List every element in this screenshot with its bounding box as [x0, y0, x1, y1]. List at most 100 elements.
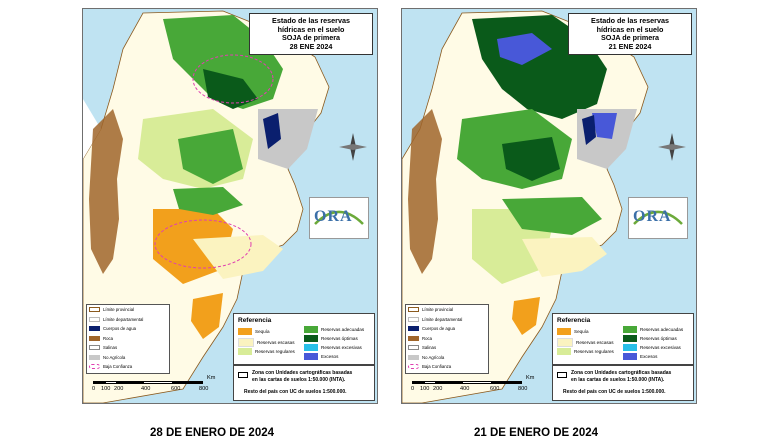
caption-left: 28 DE ENERO DE 2024: [150, 427, 275, 439]
reference-item: Reservas adecuadas: [623, 326, 683, 333]
logo-text: ORA: [314, 208, 353, 225]
reference-swatch: [557, 328, 571, 335]
legend-swatch: [408, 316, 419, 322]
reference-swatch: [557, 348, 571, 355]
south-scarce-region: [193, 235, 283, 279]
map-legend-boundaries: Límite provincial Límite departamental C…: [86, 304, 170, 374]
reference-legend: Referencia Sequía Reservas escasas Reser…: [552, 313, 694, 365]
reference-item: Reservas óptimas: [623, 335, 677, 342]
brown-roca-region: [408, 109, 442, 274]
north-dark-region: [203, 69, 258, 109]
reference-legend: Referencia Sequía Reservas escasas Reser…: [233, 313, 375, 365]
reference-swatch: [557, 338, 573, 347]
reference-item: Reservas escasas: [238, 338, 295, 347]
reference-swatch: [304, 353, 318, 360]
legend-item: Baja Confianza: [87, 362, 169, 372]
ora-logo: ORA: [309, 197, 369, 239]
legend-swatch: [89, 326, 100, 332]
caption-right: 21 DE ENERO DE 2024: [474, 427, 599, 439]
uc-swatch: [557, 372, 567, 378]
legend-item: No Agrícola: [406, 353, 488, 363]
nea-excess-region: [592, 113, 617, 139]
legend-item: Roca: [87, 334, 169, 344]
water-body: [582, 115, 596, 145]
legend-swatch: [408, 326, 419, 332]
patagonia-sequia-region: [512, 297, 540, 335]
legend-item: No Agrícola: [87, 353, 169, 363]
chile-region-shape: [83, 99, 101, 159]
legend-swatch: [89, 354, 100, 360]
uc-note: Zona con Unidades cartográficas basadas …: [233, 365, 375, 401]
legend-swatch: [89, 345, 100, 351]
center-green-region: [178, 129, 243, 184]
reference-item: Sequía: [557, 328, 589, 335]
reference-item: Excesos: [304, 353, 338, 360]
compass-icon: [658, 133, 686, 161]
uc-note: Zona con Unidades cartográficas basadas …: [552, 365, 694, 401]
south-scarce-region: [522, 237, 607, 277]
legend-item: Salinas: [406, 343, 488, 353]
legend-swatch: [408, 354, 419, 360]
legend-swatch: [408, 307, 419, 313]
map-legend-boundaries: Límite provincial Límite departamental C…: [405, 304, 489, 374]
reference-swatch: [623, 326, 637, 333]
legend-item: Salinas: [87, 343, 169, 353]
baja-confianza-north: [192, 54, 274, 104]
reference-item: Reservas óptimas: [304, 335, 358, 342]
legend-item: Cuerpos de agua: [406, 324, 488, 334]
legend-swatch: [408, 364, 419, 370]
reference-item: Reservas regulares: [238, 348, 295, 355]
legend-item: Límite departamental: [87, 315, 169, 325]
reference-item: Reservas regulares: [557, 348, 614, 355]
legend-swatch: [89, 307, 100, 313]
reference-title: Referencia: [238, 317, 272, 324]
ora-logo: ORA: [628, 197, 688, 239]
water-body: [263, 113, 281, 149]
north-excess-region: [497, 33, 552, 65]
reference-item: Sequía: [238, 328, 270, 335]
logo-text: ORA: [633, 208, 672, 225]
map-title: Estado de las reservas hídricas en el su…: [249, 13, 373, 56]
scale-bar: 0 100 200 400 600 800 Km: [411, 375, 535, 392]
legend-item: Baja Confianza: [406, 362, 488, 372]
reference-item: Reservas adecuadas: [304, 326, 364, 333]
compass-icon: [339, 133, 367, 161]
legend-item: Límite departamental: [406, 315, 488, 325]
reference-swatch: [304, 326, 318, 333]
reference-swatch: [623, 335, 637, 342]
patagonia-sequia-region: [191, 293, 223, 339]
legend-item: Roca: [406, 334, 488, 344]
reference-swatch: [304, 344, 318, 351]
reference-item: Reservas excesivas: [304, 344, 362, 351]
reference-swatch: [623, 353, 637, 360]
legend-item: Límite provincial: [87, 305, 169, 315]
logo-arc-icon: [633, 210, 683, 225]
legend-swatch: [89, 335, 100, 341]
map-panel-28-ene: Estado de las reservas hídricas en el su…: [82, 8, 378, 404]
legend-swatch: [408, 345, 419, 351]
legend-swatch: [408, 335, 419, 341]
logo-arc-icon: [314, 210, 364, 225]
brown-roca-region: [89, 109, 123, 274]
map-title: Estado de las reservas hídricas en el su…: [568, 13, 692, 56]
baja-confianza-south: [154, 219, 252, 269]
reference-swatch: [238, 348, 252, 355]
legend-item: Límite provincial: [406, 305, 488, 315]
legend-swatch: [89, 364, 100, 370]
reference-title: Referencia: [557, 317, 591, 324]
reference-swatch: [304, 335, 318, 342]
reference-swatch: [238, 338, 254, 347]
scale-bar: 0 100 200 400 600 800 Km: [92, 375, 216, 392]
legend-item: Cuerpos de agua: [87, 324, 169, 334]
center-dark-region: [502, 137, 560, 181]
uc-swatch: [238, 372, 248, 378]
reference-item: Excesos: [623, 353, 657, 360]
reference-item: Reservas escasas: [557, 338, 614, 347]
map-panel-21-ene: Estado de las reservas hídricas en el su…: [401, 8, 697, 404]
reference-swatch: [238, 328, 252, 335]
legend-swatch: [89, 316, 100, 322]
reference-swatch: [623, 344, 637, 351]
reference-item: Reservas excesivas: [623, 344, 681, 351]
south-green-region: [173, 187, 243, 215]
south-green-region: [502, 197, 602, 235]
